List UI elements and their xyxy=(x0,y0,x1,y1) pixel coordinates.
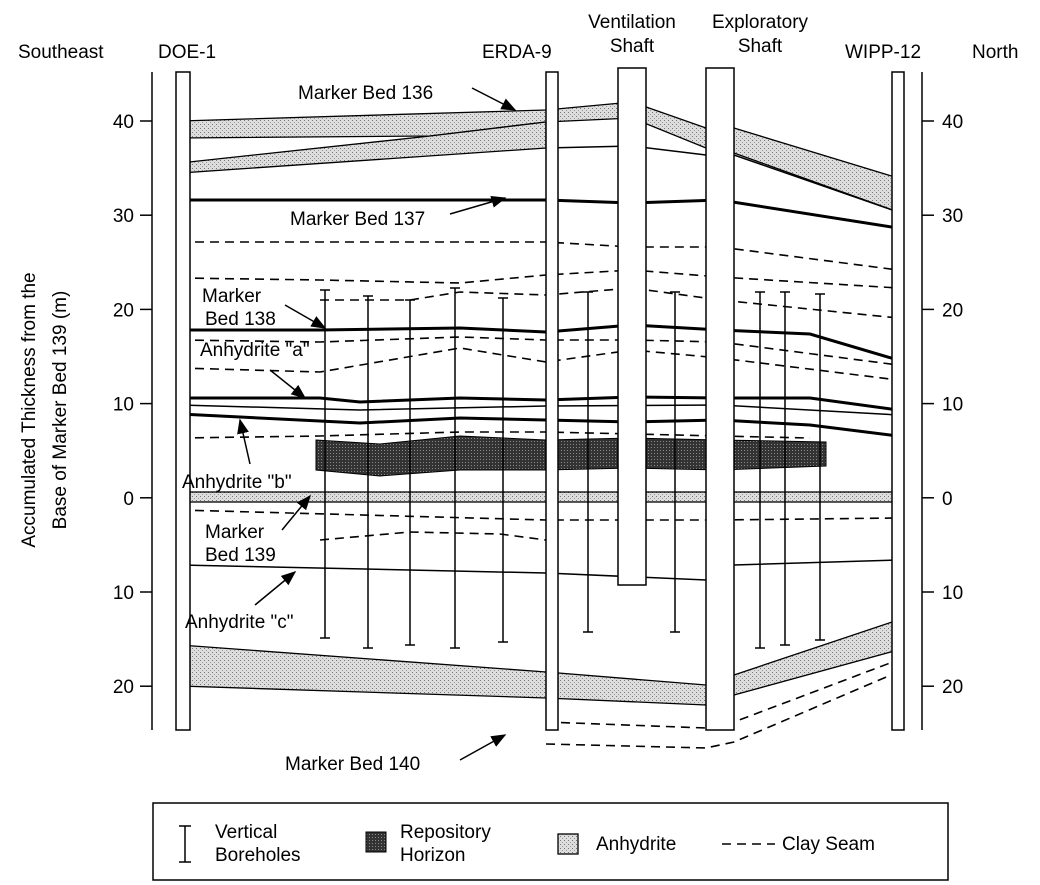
legend-label: Anhydrite xyxy=(596,834,676,855)
tick-label: 20 xyxy=(942,300,963,321)
well-label: Ventilation xyxy=(588,12,676,33)
tick-label: 30 xyxy=(113,206,134,227)
ventilation-shaft xyxy=(617,67,647,586)
tick-label: 10 xyxy=(113,583,134,604)
annotation: Bed 138 xyxy=(205,309,276,330)
wells xyxy=(175,67,905,731)
annotation: Marker xyxy=(202,286,262,307)
well-erda9 xyxy=(545,71,559,731)
axis-title: Base of Marker Bed 139 (m) xyxy=(50,291,71,530)
tick-label: 30 xyxy=(942,206,963,227)
annotation: Marker Bed 137 xyxy=(290,209,425,230)
clay-seam xyxy=(545,659,899,729)
tick-label: 20 xyxy=(113,300,134,321)
tick-label: 20 xyxy=(942,677,963,698)
annotation: Anhydrite "c" xyxy=(185,612,294,633)
layer-line xyxy=(179,404,899,416)
annotation: Marker Bed 136 xyxy=(298,83,433,104)
tick-label: 10 xyxy=(942,583,963,604)
clay-seam xyxy=(319,531,547,541)
tick-label: 0 xyxy=(123,489,134,510)
clay-seam xyxy=(320,287,899,319)
annotations: Marker Bed 136 Marker Bed 137 Marker Bed… xyxy=(182,83,517,775)
repository-horizon xyxy=(315,435,827,477)
well-doe1 xyxy=(175,71,191,731)
well-label: Shaft xyxy=(738,36,783,57)
annotation: Marker xyxy=(205,522,265,543)
ticks: 40 30 20 10 0 10 20 40 30 20 10 0 10 20 xyxy=(113,112,963,698)
well-label: DOE-1 xyxy=(158,42,216,63)
marker-bed-137 xyxy=(180,198,899,230)
marker-bed-138 xyxy=(180,323,899,362)
annotation: Anhydrite "b" xyxy=(182,472,292,493)
well-label: Exploratory xyxy=(712,12,809,33)
clay-seam xyxy=(180,241,899,271)
legend-label: Repository xyxy=(400,822,491,843)
anhydrite-c xyxy=(179,559,899,581)
header-left: Southeast xyxy=(18,42,104,63)
well-label: WIPP-12 xyxy=(845,42,921,63)
anhydrite-b xyxy=(179,412,899,438)
clay-seam xyxy=(179,269,899,289)
well-label: ERDA-9 xyxy=(482,42,552,63)
marker-bed-139 xyxy=(179,491,899,503)
annotation: Marker Bed 140 xyxy=(285,754,420,775)
boreholes xyxy=(320,287,825,649)
legend-label: Vertical xyxy=(215,822,277,843)
header-right: North xyxy=(972,42,1018,63)
clay-seam xyxy=(545,671,899,749)
tick-label: 0 xyxy=(942,489,953,510)
legend-label: Horizon xyxy=(400,845,465,866)
legend-label: Clay Seam xyxy=(782,834,875,855)
tick-label: 10 xyxy=(113,395,134,416)
annotation: Bed 139 xyxy=(205,545,276,566)
axis-title: Accumulated Thickness from the xyxy=(19,272,40,547)
tick-label: 20 xyxy=(113,677,134,698)
tick-label: 40 xyxy=(942,112,963,133)
layers xyxy=(179,101,899,749)
well-wipp12 xyxy=(891,71,905,731)
tick-label: 10 xyxy=(942,395,963,416)
well-label: Shaft xyxy=(610,36,655,57)
legend: Vertical Boreholes Repository Horizon An… xyxy=(152,802,949,881)
annotation: Anhydrite "a" xyxy=(200,340,310,361)
legend-label: Boreholes xyxy=(215,845,301,866)
clay-seam xyxy=(179,509,899,521)
tick-label: 40 xyxy=(113,112,134,133)
exploratory-shaft xyxy=(705,67,735,731)
